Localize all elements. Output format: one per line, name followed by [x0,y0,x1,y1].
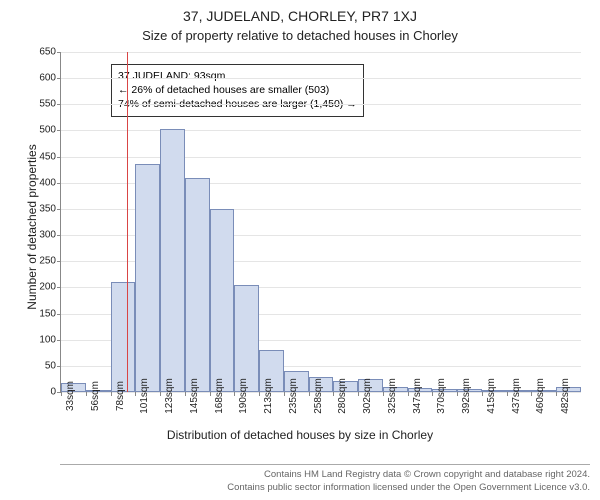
xtick-mark [358,392,359,396]
annotation-line: 37 JUDELAND: 93sqm [118,69,357,83]
ytick-label: 450 [26,151,56,162]
xtick-mark [383,392,384,396]
ytick-label: 400 [26,177,56,188]
gridline [61,52,581,53]
xtick-mark [531,392,532,396]
xtick-label: 190sqm [238,378,249,414]
ytick-label: 100 [26,334,56,345]
histogram-bar [160,129,185,392]
chart-plot-area: 37 JUDELAND: 93sqm ← 26% of detached hou… [60,52,581,393]
ytick-label: 250 [26,256,56,267]
ytick-mark [57,235,61,236]
xtick-label: 347sqm [412,378,423,414]
ytick-label: 350 [26,203,56,214]
ytick-mark [57,340,61,341]
gridline [61,104,581,105]
ytick-mark [57,287,61,288]
xtick-label: 145sqm [189,378,200,414]
xtick-mark [309,392,310,396]
xtick-mark [234,392,235,396]
gridline [61,130,581,131]
xtick-label: 280sqm [337,378,348,414]
xtick-mark [61,392,62,396]
ytick-mark [57,366,61,367]
xtick-label: 101sqm [139,378,150,414]
ytick-label: 300 [26,230,56,241]
xtick-label: 33sqm [65,381,76,411]
xtick-mark [333,392,334,396]
ytick-label: 150 [26,308,56,319]
xtick-label: 370sqm [436,378,447,414]
gridline [61,78,581,79]
ytick-mark [57,314,61,315]
xtick-mark [259,392,260,396]
ytick-mark [57,209,61,210]
xtick-mark [210,392,211,396]
footer-line: Contains public sector information licen… [60,482,590,494]
xtick-mark [160,392,161,396]
histogram-bar [234,285,259,392]
histogram-bar [185,178,210,392]
xtick-label: 437sqm [511,378,522,414]
ytick-mark [57,261,61,262]
xtick-label: 78sqm [115,381,126,411]
xtick-mark [284,392,285,396]
ytick-label: 500 [26,125,56,136]
xtick-mark [482,392,483,396]
chart-subtitle: Size of property relative to detached ho… [0,28,600,43]
property-marker-line [127,52,128,392]
ytick-label: 600 [26,73,56,84]
xtick-label: 258sqm [313,378,324,414]
xtick-label: 213sqm [263,378,274,414]
xtick-label: 56sqm [90,381,101,411]
xtick-mark [135,392,136,396]
xtick-label: 392sqm [461,378,472,414]
histogram-bar [210,209,235,392]
xtick-mark [507,392,508,396]
xtick-label: 415sqm [486,378,497,414]
ytick-mark [57,130,61,131]
xtick-mark [432,392,433,396]
footer-attribution: Contains HM Land Registry data © Crown c… [60,464,590,494]
ytick-label: 650 [26,47,56,58]
xtick-label: 302sqm [362,378,373,414]
xtick-mark [556,392,557,396]
xtick-label: 325sqm [387,378,398,414]
xtick-label: 123sqm [164,378,175,414]
xtick-label: 460sqm [535,378,546,414]
ytick-label: 50 [26,360,56,371]
ytick-mark [57,104,61,105]
histogram-bar [111,282,136,392]
xtick-mark [457,392,458,396]
annotation-box: 37 JUDELAND: 93sqm ← 26% of detached hou… [111,64,364,117]
xtick-mark [86,392,87,396]
xtick-mark [185,392,186,396]
ytick-label: 200 [26,282,56,293]
x-axis-label: Distribution of detached houses by size … [0,428,600,442]
xtick-label: 168sqm [214,378,225,414]
annotation-line: ← 26% of detached houses are smaller (50… [118,83,357,97]
ytick-mark [57,52,61,53]
ytick-label: 550 [26,99,56,110]
gridline [61,157,581,158]
ytick-label: 0 [26,387,56,398]
footer-line: Contains HM Land Registry data © Crown c… [60,469,590,481]
xtick-label: 235sqm [288,378,299,414]
ytick-mark [57,183,61,184]
xtick-mark [408,392,409,396]
ytick-mark [57,157,61,158]
xtick-mark [111,392,112,396]
page-title: 37, JUDELAND, CHORLEY, PR7 1XJ [0,8,600,24]
histogram-bar [135,164,160,392]
ytick-mark [57,78,61,79]
xtick-label: 482sqm [560,378,571,414]
